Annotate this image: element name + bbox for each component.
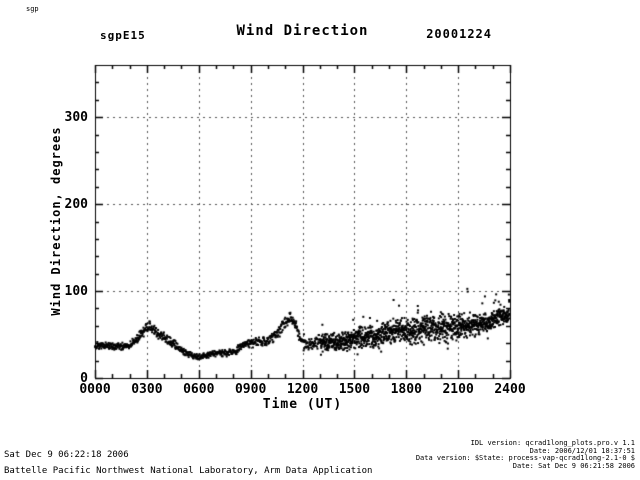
x-tick-label: 0600 — [183, 382, 215, 397]
creation-timestamp: Sat Dec 9 06:22:18 2006 — [4, 450, 129, 460]
lab-attribution: Battelle Pacific Northwest National Labo… — [4, 466, 373, 476]
x-tick-label: 2400 — [494, 382, 526, 397]
x-tick-label: 1500 — [338, 382, 371, 397]
date-label: 20001224 — [426, 27, 492, 41]
corner-text: sgp — [26, 5, 39, 13]
site-facility-label: sgpE15 — [100, 29, 146, 42]
code-date-line: Date: 2006/12/01 18:37:51 — [529, 446, 635, 455]
x-tick-label: 0000 — [79, 382, 111, 397]
y-tick-label: 0 — [80, 371, 88, 386]
x-axis-label: Time (UT) — [262, 397, 343, 412]
y-tick-label: 300 — [64, 110, 88, 126]
data-version-line: Data version: $State: process-vap-qcrad1… — [415, 454, 635, 462]
x-tick-label: 0300 — [131, 382, 163, 397]
x-tick-label: 1800 — [390, 382, 422, 397]
footer-right: IDL version: qcrad1long_plots.pro.v 1.1 … — [415, 439, 635, 470]
footer-left: Sat Dec 9 06:22:18 2006 Battelle Pacific… — [4, 447, 372, 479]
idl-version-line: IDL version: qcrad1long_plots.pro.v 1.1 — [470, 439, 635, 447]
x-tick-label: 0900 — [234, 382, 267, 397]
y-tick-label: 200 — [64, 197, 88, 213]
plot-date-line: Date: Sat Dec 9 06:21:58 2006 — [512, 461, 635, 470]
x-tick-label: 2100 — [442, 382, 474, 397]
x-tick-label: 1200 — [286, 382, 319, 397]
plot-title: Wind Direction — [236, 23, 369, 39]
y-tick-label: 100 — [64, 284, 88, 300]
